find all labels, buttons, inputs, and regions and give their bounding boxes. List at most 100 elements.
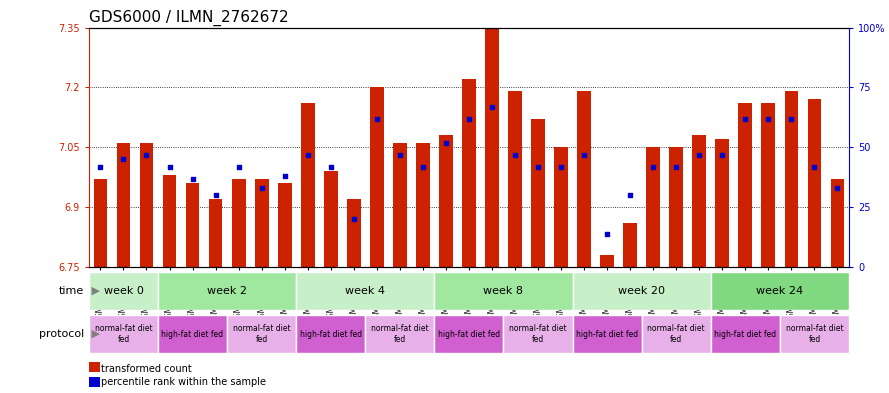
Bar — [158, 315, 227, 353]
Bar — [393, 143, 407, 267]
Bar — [784, 92, 798, 267]
Point — [600, 231, 614, 237]
Bar — [416, 143, 429, 267]
Point — [716, 151, 730, 158]
Point — [186, 175, 200, 182]
Text: normal-fat diet
fed: normal-fat diet fed — [509, 324, 567, 344]
Text: time: time — [60, 286, 84, 296]
Point — [277, 173, 292, 179]
Bar — [277, 183, 292, 267]
Point — [416, 163, 430, 170]
Text: percentile rank within the sample: percentile rank within the sample — [101, 377, 267, 387]
Bar — [365, 315, 435, 353]
Bar — [116, 143, 131, 267]
Text: GDS6000 / ILMN_2762672: GDS6000 / ILMN_2762672 — [89, 10, 289, 26]
Bar — [693, 135, 706, 267]
Point — [830, 185, 845, 191]
Bar — [573, 315, 642, 353]
Bar — [227, 315, 296, 353]
Point — [370, 116, 384, 122]
Point — [807, 163, 821, 170]
Point — [462, 116, 477, 122]
Text: normal-fat diet
fed: normal-fat diet fed — [94, 324, 152, 344]
Text: transformed count: transformed count — [101, 364, 192, 374]
Bar — [716, 140, 729, 267]
Bar — [669, 147, 683, 267]
Bar — [89, 272, 158, 310]
Bar — [600, 255, 614, 267]
Point — [646, 163, 661, 170]
Point — [693, 151, 707, 158]
Text: protocol: protocol — [39, 329, 84, 339]
Point — [508, 151, 522, 158]
Text: ▶: ▶ — [88, 286, 100, 296]
Point — [254, 185, 268, 191]
Bar — [347, 199, 361, 267]
Bar — [573, 272, 711, 310]
Text: normal-fat diet
fed: normal-fat diet fed — [786, 324, 844, 344]
Text: week 24: week 24 — [757, 286, 804, 296]
Text: normal-fat diet
fed: normal-fat diet fed — [233, 324, 291, 344]
Point — [324, 163, 338, 170]
Point — [439, 140, 453, 146]
Text: high-fat diet fed: high-fat diet fed — [714, 330, 776, 338]
Bar — [711, 315, 780, 353]
Bar — [509, 92, 522, 267]
Bar — [370, 87, 384, 267]
Bar — [462, 79, 476, 267]
Bar — [623, 223, 637, 267]
Point — [163, 163, 177, 170]
Bar — [485, 28, 499, 267]
Bar — [296, 315, 365, 353]
Point — [761, 116, 775, 122]
Bar — [435, 315, 503, 353]
Point — [93, 163, 108, 170]
Bar — [531, 119, 545, 267]
Bar — [711, 272, 849, 310]
Bar — [577, 92, 591, 267]
Point — [485, 103, 499, 110]
Point — [209, 192, 223, 198]
Point — [577, 151, 591, 158]
Bar — [93, 179, 108, 267]
Point — [393, 151, 407, 158]
Bar — [762, 103, 775, 267]
Text: normal-fat diet
fed: normal-fat diet fed — [371, 324, 428, 344]
Point — [116, 156, 131, 162]
Bar — [830, 179, 845, 267]
Point — [347, 216, 361, 222]
Bar — [807, 99, 821, 267]
Bar — [232, 179, 245, 267]
Point — [669, 163, 684, 170]
Point — [300, 151, 315, 158]
Text: week 0: week 0 — [103, 286, 143, 296]
Text: week 2: week 2 — [207, 286, 247, 296]
Text: high-fat diet fed: high-fat diet fed — [438, 330, 500, 338]
Text: ▶: ▶ — [88, 329, 100, 339]
Bar — [158, 272, 296, 310]
Text: week 20: week 20 — [618, 286, 665, 296]
Point — [554, 163, 568, 170]
Bar — [646, 147, 661, 267]
Bar — [739, 103, 752, 267]
Text: week 8: week 8 — [484, 286, 524, 296]
Text: high-fat diet fed: high-fat diet fed — [576, 330, 638, 338]
Bar — [439, 135, 453, 267]
Point — [231, 163, 245, 170]
Bar — [503, 315, 573, 353]
Bar — [163, 175, 176, 267]
Bar — [642, 315, 711, 353]
Point — [738, 116, 752, 122]
Bar — [296, 272, 435, 310]
Bar — [300, 103, 315, 267]
Text: high-fat diet fed: high-fat diet fed — [162, 330, 224, 338]
Bar — [780, 315, 849, 353]
Text: week 4: week 4 — [345, 286, 385, 296]
Point — [623, 192, 637, 198]
Bar — [89, 315, 158, 353]
Bar — [186, 183, 199, 267]
Text: normal-fat diet
fed: normal-fat diet fed — [647, 324, 705, 344]
Point — [531, 163, 545, 170]
Bar — [324, 171, 338, 267]
Bar — [554, 147, 568, 267]
